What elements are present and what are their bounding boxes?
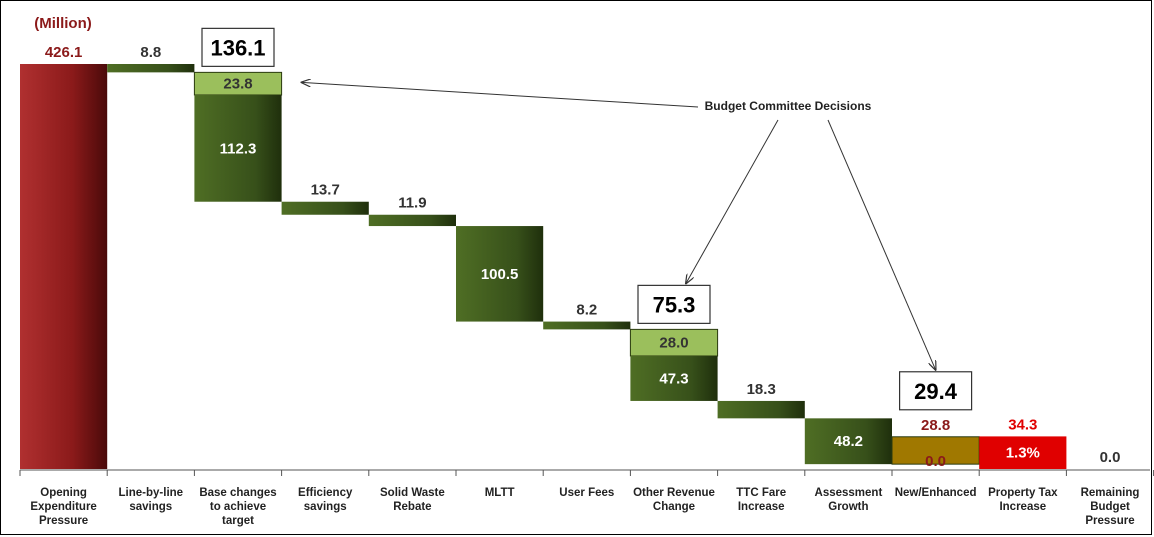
annotation-budget-committee: Budget Committee Decisions — [705, 99, 872, 113]
data-label-new-enhanced-12: 28.8 — [921, 417, 950, 434]
category-label-remaining-budget-pressure-0: Remaining — [1081, 487, 1140, 499]
category-label-efficiency-savings-1: savings — [304, 501, 347, 513]
category-label-solid-waste-rebate-0: Solid Waste — [380, 487, 445, 499]
total-value-other-revenue-change: 75.3 — [653, 292, 696, 317]
category-label-base-changes-to-achieve-target-0: Base changes — [199, 487, 276, 499]
bar-base-changes-to-achieve-target-3 — [194, 94, 282, 202]
category-label-user-fees-0: User Fees — [559, 487, 614, 499]
bar-ttc-fare-increase-10 — [717, 400, 805, 419]
category-label-base-changes-to-achieve-target-1: to achieve — [210, 501, 266, 513]
annotation-arrow-2 — [686, 119, 779, 283]
bar-solid-waste-rebate-5 — [368, 214, 456, 227]
data-label-mltt-6: 100.5 — [481, 266, 519, 283]
category-label-new-enhanced-0: New/Enhanced — [895, 487, 977, 499]
category-label-line-by-line-savings-1: savings — [129, 501, 172, 513]
annotation-arrow-1 — [302, 82, 699, 108]
category-label-solid-waste-rebate-1: Rebate — [393, 501, 431, 513]
category-label-opening-expenditure-pressure-2: Pressure — [39, 515, 88, 527]
bar-mltt-6 — [456, 226, 544, 322]
category-label-assessment-growth-0: Assessment — [815, 487, 883, 499]
data-label-other-revenue-change-8: 28.0 — [659, 335, 688, 352]
category-label-line-by-line-savings-0: Line-by-line — [119, 487, 184, 499]
category-label-remaining-budget-pressure-1: Budget — [1090, 501, 1130, 513]
data-label-opening-expenditure-pressure-0: 426.1 — [45, 44, 83, 61]
data-label-solid-waste-rebate-5: 11.9 — [398, 195, 426, 212]
bar-opening-expenditure-pressure-0 — [20, 64, 108, 469]
extra-label-property-tax-increase: 34.3 — [1008, 416, 1037, 433]
data-label-other-revenue-change-9: 47.3 — [659, 370, 688, 387]
total-box-base-changes-to-achieve-target — [201, 27, 275, 67]
data-label-base-changes-to-achieve-target-2: 23.8 — [223, 76, 252, 93]
data-label-remaining-budget-pressure-14: 0.0 — [1100, 449, 1121, 466]
category-label-ttc-fare-increase-0: TTC Fare — [736, 487, 786, 499]
category-label-ttc-fare-increase-1: Increase — [738, 501, 785, 513]
total-value-new-enhanced: 29.4 — [914, 379, 958, 404]
category-label-other-revenue-change-1: Change — [653, 501, 695, 513]
category-label-opening-expenditure-pressure-0: Opening — [40, 487, 87, 499]
category-label-property-tax-increase-0: Property Tax — [988, 487, 1058, 499]
total-box-new-enhanced — [898, 371, 973, 411]
bar-efficiency-savings-4 — [281, 201, 369, 215]
category-label-assessment-growth-1: Growth — [828, 501, 868, 513]
data-label-assessment-growth-11: 48.2 — [834, 433, 863, 450]
extra-label-new-enhanced: 0.0 — [925, 453, 946, 470]
data-label-line-by-line-savings-1: 8.8 — [140, 44, 161, 61]
category-label-other-revenue-change-0: Other Revenue — [633, 487, 715, 499]
annotation-arrow-3 — [827, 119, 936, 370]
bar-line-by-line-savings-1 — [107, 64, 195, 73]
total-box-other-revenue-change — [637, 284, 711, 324]
bar-user-fees-7 — [543, 321, 631, 330]
category-label-efficiency-savings-0: Efficiency — [298, 487, 353, 499]
unit-label: (Million) — [34, 15, 91, 32]
bar-new-enhanced-12 — [891, 436, 980, 465]
category-label-mltt-0: MLTT — [485, 487, 515, 499]
category-label-remaining-budget-pressure-2: Pressure — [1085, 515, 1134, 527]
bar-assessment-growth-11 — [804, 418, 892, 465]
data-label-base-changes-to-achieve-target-3: 112.3 — [220, 140, 257, 157]
category-label-property-tax-increase-1: Increase — [999, 501, 1046, 513]
total-value-base-changes-to-achieve-target: 136.1 — [210, 35, 265, 60]
data-label-user-fees-7: 8.2 — [576, 302, 597, 319]
data-label-efficiency-savings-4: 13.7 — [311, 182, 340, 199]
category-label-base-changes-to-achieve-target-2: target — [222, 515, 254, 527]
category-label-opening-expenditure-pressure-1: Expenditure — [30, 501, 96, 513]
bar-other-revenue-change-9 — [630, 355, 718, 401]
data-label-property-tax-increase-13: 1.3% — [1006, 445, 1040, 462]
bar-property-tax-increase-13 — [979, 436, 1067, 469]
data-label-ttc-fare-increase-10: 18.3 — [747, 381, 776, 398]
